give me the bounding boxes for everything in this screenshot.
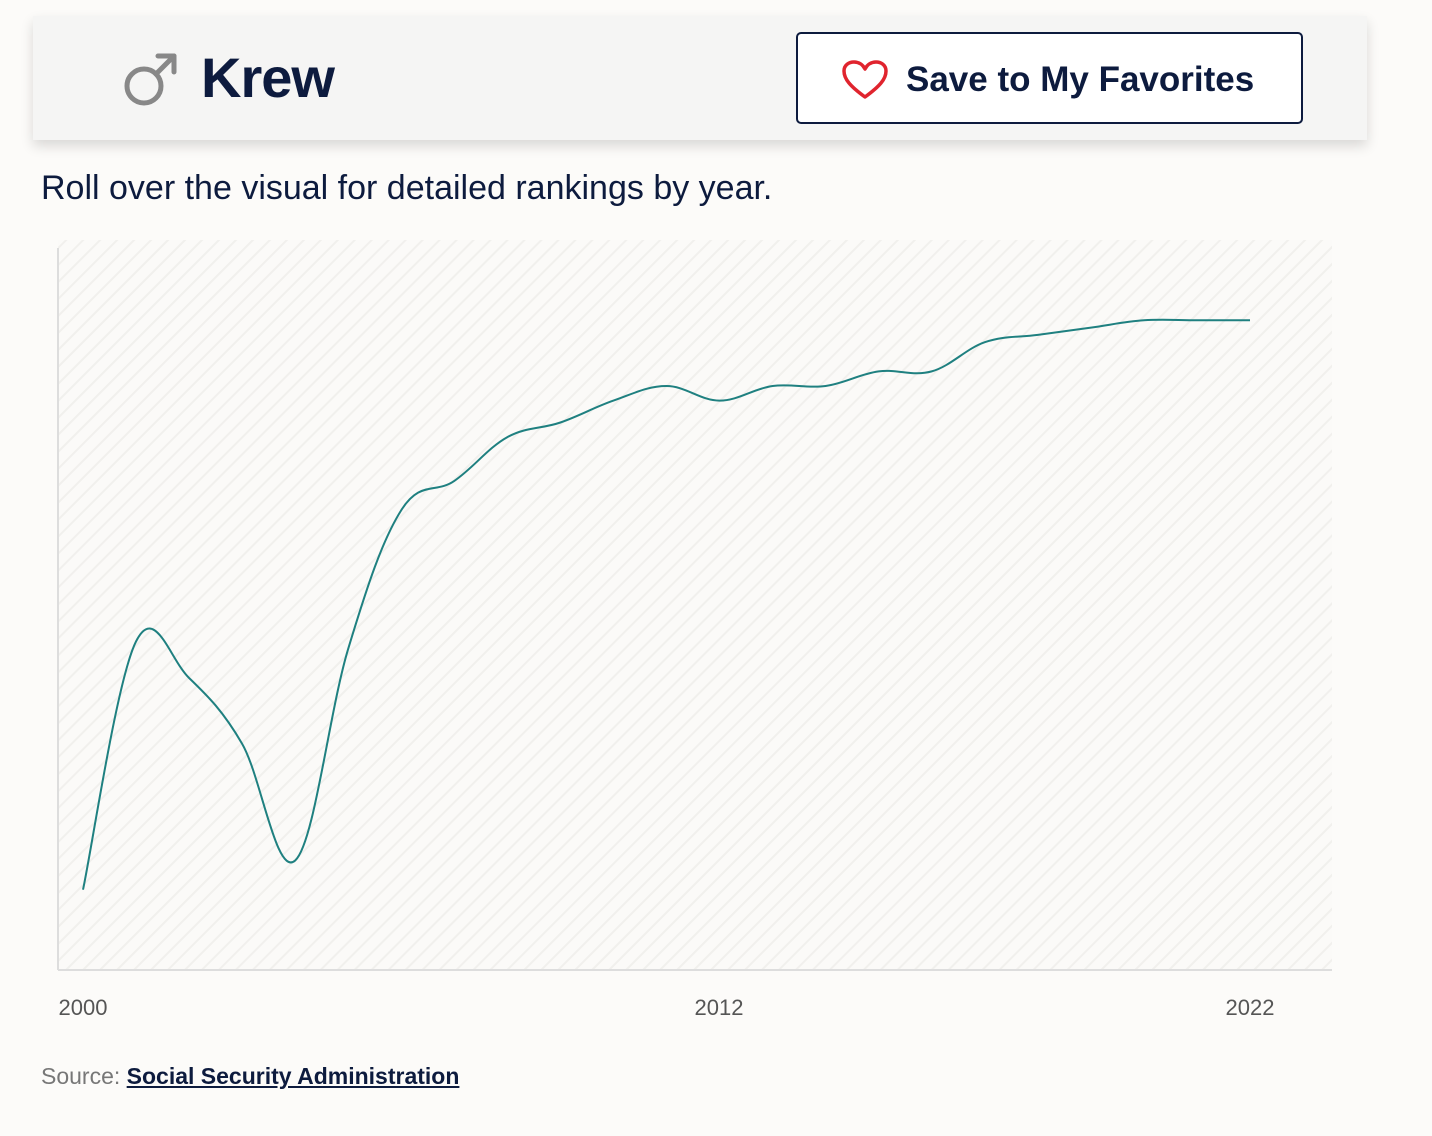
chart-instructions: Roll over the visual for detailed rankin…	[41, 169, 773, 207]
data-point-2017[interactable]	[979, 336, 991, 348]
data-point-2010[interactable]	[607, 395, 619, 407]
data-point-2004[interactable]	[289, 855, 301, 867]
data-point-2013[interactable]	[767, 380, 779, 392]
save-favorites-button[interactable]: Save to My Favorites	[796, 32, 1303, 124]
name-title: Krew	[201, 46, 335, 109]
x-tick-label: 2012	[695, 995, 744, 1020]
save-favorites-label: Save to My Favorites	[906, 60, 1255, 99]
data-point-2020[interactable]	[1138, 314, 1150, 326]
data-point-2005[interactable]	[342, 643, 354, 655]
x-tick-label: 2000	[59, 995, 108, 1020]
data-point-2008[interactable]	[501, 431, 513, 443]
source-link[interactable]: Social Security Administration	[126, 1063, 460, 1089]
source-prefix: Source:	[41, 1063, 127, 1089]
x-tick-label: 2022	[1226, 995, 1275, 1020]
data-point-2016[interactable]	[926, 365, 938, 377]
data-point-2003[interactable]	[236, 738, 248, 750]
data-point-2021[interactable]	[1191, 314, 1203, 326]
data-point-2015[interactable]	[873, 365, 885, 377]
data-point-2007[interactable]	[448, 475, 460, 487]
data-point-2009[interactable]	[554, 417, 566, 429]
popularity-line-chart[interactable]: 2000 2012 2022	[0, 220, 1432, 1040]
data-point-2014[interactable]	[820, 380, 832, 392]
heart-outline-icon	[842, 60, 888, 99]
male-symbol-icon	[124, 53, 177, 106]
plot-area-background	[58, 240, 1332, 970]
data-point-2018[interactable]	[1032, 329, 1044, 341]
data-point-2012[interactable]	[714, 395, 726, 407]
data-point-2001[interactable]	[130, 636, 142, 648]
data-point-2019[interactable]	[1085, 322, 1097, 334]
data-point-2022[interactable]	[1244, 314, 1256, 326]
series-line[interactable]	[82, 318, 1250, 890]
data-point-2006[interactable]	[395, 504, 407, 516]
data-point-2002[interactable]	[183, 672, 195, 684]
data-point-2000[interactable]	[77, 884, 89, 896]
data-point-2011[interactable]	[661, 380, 673, 392]
source-line: Source: Social Security Administration	[41, 1060, 459, 1092]
